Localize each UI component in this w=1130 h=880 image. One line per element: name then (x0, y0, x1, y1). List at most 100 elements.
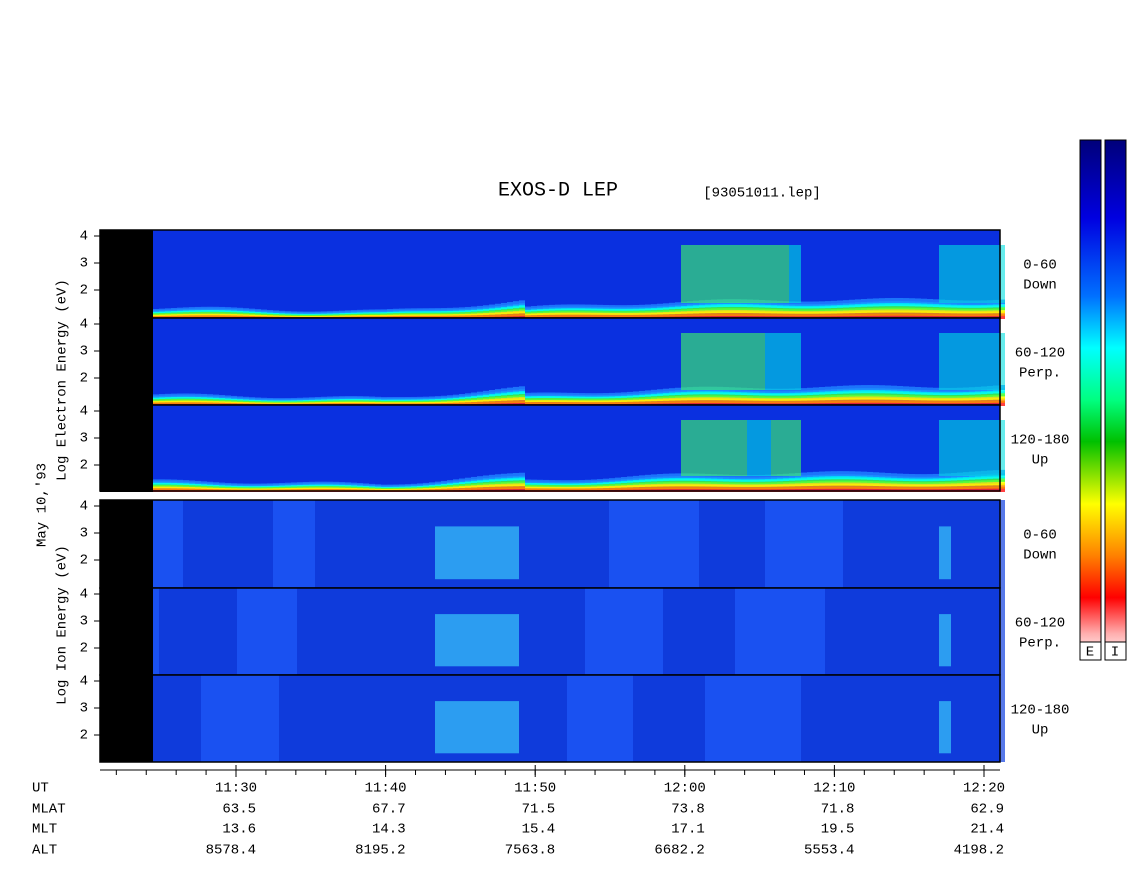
spectrogram-texture (837, 385, 843, 391)
spectrogram-texture (579, 588, 585, 675)
spectrogram-texture (993, 302, 999, 308)
spectrogram-texture (531, 500, 537, 588)
spectrogram-texture (837, 395, 843, 400)
spectrogram-texture (501, 614, 507, 667)
spectrogram-texture (537, 311, 543, 316)
spectrogram-texture (897, 307, 903, 313)
spectrogram-texture (927, 479, 933, 484)
spectrogram-texture (477, 309, 483, 314)
spectrogram-texture (939, 308, 945, 314)
spectrogram-texture (711, 398, 717, 404)
spectrogram-texture (963, 500, 969, 588)
spectrogram-texture (657, 308, 663, 313)
spectrogram-texture (567, 394, 573, 399)
spectrogram-texture (549, 394, 555, 399)
spectrogram-texture (837, 300, 843, 306)
spectrogram-texture (429, 482, 435, 486)
spectrogram-texture (909, 395, 915, 401)
spectrogram-texture (723, 395, 729, 401)
spectrogram-texture (651, 313, 657, 317)
spectrogram-texture (771, 306, 777, 311)
spectrogram-texture (597, 315, 603, 319)
spectrogram-texture (909, 675, 915, 762)
spectrogram-texture (555, 483, 561, 487)
spectrogram-texture (903, 476, 909, 482)
spectrogram-texture (957, 396, 963, 401)
spectrogram-texture (537, 398, 543, 403)
spectrogram-texture (591, 306, 597, 311)
x-tick-label: 11:30 (215, 781, 257, 797)
spectrogram-texture (879, 310, 885, 316)
spectrogram-texture (567, 483, 573, 487)
spectrogram-texture (957, 481, 963, 487)
spectrogram-texture (915, 314, 921, 319)
spectrogram-texture (765, 675, 771, 762)
spectrogram-texture (441, 314, 447, 318)
spectrogram-texture (669, 675, 675, 762)
spectrogram-texture (471, 400, 477, 405)
spectrogram-texture (621, 313, 627, 317)
spectrogram-texture (675, 312, 681, 317)
spectrogram-texture (585, 313, 591, 317)
spectrogram-texture (801, 304, 807, 309)
spectrogram-texture (579, 394, 585, 399)
spectrogram-texture (393, 484, 399, 487)
spectrogram-texture (447, 480, 453, 484)
spectrogram-texture (405, 500, 411, 588)
spectrogram-texture (537, 485, 543, 489)
spectrogram-texture (711, 500, 717, 588)
spectrogram-texture (747, 388, 753, 393)
spectrogram-texture (987, 311, 993, 317)
spectrogram-texture (339, 396, 345, 399)
spectrogram-texture (729, 401, 735, 406)
spectrogram-texture (603, 304, 609, 309)
spectrogram-texture (621, 479, 627, 484)
spectrogram-texture (339, 397, 345, 401)
spectrogram-texture (153, 314, 159, 318)
spectrogram-texture (747, 487, 753, 492)
spectrogram-texture (975, 500, 981, 588)
spectrogram-texture (609, 484, 615, 488)
spectrogram-texture (831, 401, 837, 406)
spectrogram-texture (603, 480, 609, 485)
spectrogram-texture (735, 482, 741, 487)
spectrogram-texture (789, 399, 795, 404)
spectrogram-texture (885, 301, 891, 307)
spectrogram-texture (933, 482, 939, 487)
spectrogram-texture (921, 304, 927, 310)
spectrogram-texture (501, 526, 507, 580)
spectrogram-texture (747, 420, 753, 476)
spectrogram-texture (759, 396, 765, 401)
spectrogram-texture (945, 387, 951, 393)
spectrogram-texture (447, 309, 453, 313)
spectrogram-texture (345, 588, 351, 675)
spectrogram-texture (459, 484, 465, 489)
spectrogram-texture (525, 479, 531, 483)
spectrogram-texture (873, 385, 879, 391)
spectrogram-texture (507, 701, 513, 754)
spectrogram-texture (687, 481, 693, 487)
spectrogram-texture (987, 395, 993, 400)
spectrogram-texture (189, 485, 195, 489)
spectrogram-texture (615, 398, 621, 403)
spectrogram-texture (831, 386, 837, 392)
spectrogram-texture (213, 399, 219, 403)
spectrogram-texture (723, 305, 729, 310)
spectrogram-texture (441, 312, 447, 316)
spectrogram-texture (591, 396, 597, 401)
spectrogram-texture (897, 389, 903, 394)
spectrogram-texture (585, 400, 591, 405)
spectrogram-texture (201, 482, 207, 486)
spectrogram-texture (705, 245, 711, 303)
spectrogram-texture (573, 398, 579, 403)
spectrogram-texture (921, 474, 927, 479)
spectrogram-texture (867, 397, 873, 403)
spectrogram-texture (801, 588, 807, 675)
spectrogram-texture (711, 474, 717, 479)
spectrogram-texture (615, 484, 621, 488)
spectrogram-texture (597, 482, 603, 487)
spectrogram-texture (999, 401, 1005, 406)
spectrogram-texture (327, 675, 333, 762)
spectrogram-texture (225, 400, 231, 403)
spectrogram-texture (585, 500, 591, 588)
